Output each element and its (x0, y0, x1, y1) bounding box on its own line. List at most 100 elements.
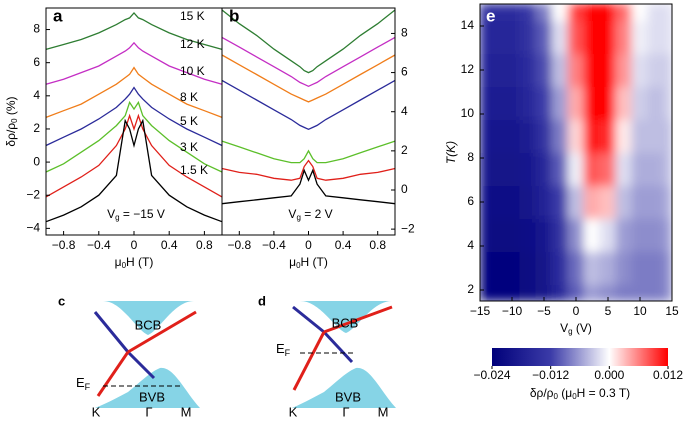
heatmap-cell (663, 86, 672, 120)
heatmap-cell (567, 4, 585, 21)
heatmap-cell (631, 251, 649, 285)
heatmap-cell (663, 20, 672, 54)
label-part: V (107, 207, 115, 221)
heatmap-cell (647, 185, 665, 219)
heatmap-cell (615, 284, 633, 301)
y-tick-label: 2 (467, 282, 474, 296)
label-part: F (85, 382, 91, 392)
heatmap-cell (647, 284, 665, 301)
heatmap-cell (503, 53, 521, 87)
heatmap-cell (503, 119, 521, 153)
heatmap-cell (487, 251, 505, 285)
heatmap-cell (583, 53, 601, 87)
surface-state (126, 350, 156, 380)
heatmap-cell (663, 284, 672, 301)
x-tick-label: −10 (502, 304, 523, 318)
line-series (221, 79, 396, 131)
line-series (45, 66, 223, 119)
heatmap-cell (519, 284, 537, 301)
label-part: g (568, 327, 572, 336)
heatmap-cell (615, 218, 633, 252)
heatmap-cell (487, 20, 505, 54)
heatmap-cell (487, 86, 505, 120)
label-part: δρ/ρ (530, 386, 554, 400)
heatmap-cell (535, 20, 553, 54)
heatmap-cell (503, 4, 521, 21)
heatmap-cell (615, 251, 633, 285)
heatmap-cell (480, 185, 489, 219)
surface-state (292, 331, 326, 391)
panel-label: d (258, 293, 266, 308)
heatmap-cell (487, 185, 505, 219)
surface-state (322, 330, 354, 364)
heatmap-cell (567, 119, 585, 153)
heatmap-cell (551, 4, 569, 21)
y-tick-label: 0 (401, 182, 408, 196)
line-series (45, 113, 223, 198)
label-part: (μ (558, 386, 572, 400)
label-part: (V) (573, 321, 592, 335)
k-point: M (378, 404, 389, 419)
heatmap-cell (583, 152, 601, 186)
y-tick-label: 2 (33, 121, 40, 135)
heatmap-cell (599, 4, 617, 21)
heatmap-cell (551, 119, 569, 153)
heatmap-cell (551, 53, 569, 87)
line-series (221, 168, 396, 205)
band-label: BCB (135, 317, 162, 332)
heatmap-cell (551, 284, 569, 301)
heatmap-cell (503, 152, 521, 186)
heatmap-cell (583, 119, 601, 153)
annotation: Vg = −15 V (107, 207, 165, 222)
surface-state (292, 305, 325, 334)
y-tick-label: 8 (33, 22, 40, 36)
y-tick-label: −2 (401, 221, 415, 235)
heatmap-cell (615, 86, 633, 120)
line-series (221, 36, 396, 88)
heatmap-cell (615, 185, 633, 219)
x-tick-label: 0.8 (369, 238, 386, 252)
heatmap-cell (631, 218, 649, 252)
heatmap-cell (535, 119, 553, 153)
heatmap-cell (631, 20, 649, 54)
y-axis-label: T(K) (444, 141, 458, 164)
series-label: 1.5 K (180, 163, 208, 177)
series-label: 8 K (180, 90, 198, 104)
heatmap-cell (631, 284, 649, 301)
heatmap-cell (480, 284, 489, 301)
heatmap-cell (480, 218, 489, 252)
x-tick-label: 0 (131, 238, 138, 252)
conduction-band (103, 301, 194, 335)
heatmap-cell (599, 53, 617, 87)
valence-band (95, 367, 200, 408)
heatmap-cell (567, 53, 585, 87)
line-series (45, 100, 223, 173)
heatmap-cell (535, 86, 553, 120)
label-part: E (76, 375, 85, 390)
heatmap-cell (599, 20, 617, 54)
heatmap-cell (631, 86, 649, 120)
heatmap-cell (631, 152, 649, 186)
heatmap-cell (551, 20, 569, 54)
heatmap-cell (567, 152, 585, 186)
heatmap-cell (647, 20, 665, 54)
series-label: 3 K (180, 140, 198, 154)
heatmap-cell (599, 251, 617, 285)
heatmap-cell (503, 218, 521, 252)
heatmap-cell (647, 86, 665, 120)
heatmap-cell (647, 53, 665, 87)
surface-state (96, 351, 130, 397)
heatmap-cell (535, 251, 553, 285)
x-tick-label: 0 (573, 304, 580, 318)
label-part: E (276, 341, 285, 356)
k-point: Γ (145, 404, 152, 419)
heatmap-cell (599, 86, 617, 120)
heatmap-cell (535, 185, 553, 219)
heatmap-cell (519, 86, 537, 120)
y-tick-label: −2 (26, 187, 40, 201)
heatmap-cell (567, 284, 585, 301)
line-series (221, 9, 396, 74)
heatmap-cell (503, 86, 521, 120)
label-part: (%) (4, 96, 18, 118)
